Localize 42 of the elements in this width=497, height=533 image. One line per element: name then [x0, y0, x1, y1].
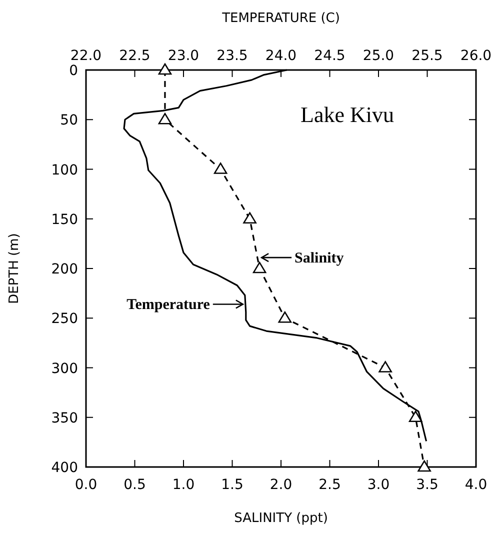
- point: [158, 63, 172, 75]
- x2-tick-label: 25.0: [362, 48, 394, 64]
- annotation: Salinity: [294, 250, 344, 267]
- y-tick-label: 50: [60, 112, 78, 129]
- x2-tick-label: 22.5: [119, 48, 150, 64]
- point: [418, 460, 431, 472]
- point: [252, 262, 266, 274]
- x2-tick-label: 24.0: [265, 48, 297, 64]
- x-tick-label: 4.0: [464, 477, 488, 493]
- x2-tick-label: 25.5: [412, 48, 443, 64]
- point: [214, 162, 228, 174]
- x-axis-title: SALINITY (ppt): [234, 511, 328, 526]
- x2-tick-label: 24.5: [314, 48, 346, 64]
- y-tick-label: 0: [69, 63, 78, 79]
- x-tick-label: 2.0: [270, 477, 292, 493]
- x-tick-label: 3.0: [367, 477, 390, 493]
- y-tick-label: 150: [51, 212, 78, 228]
- x-tick-label: 0.5: [124, 477, 146, 493]
- y-tick-label: 250: [51, 311, 78, 328]
- x2-tick-label: 26.0: [460, 48, 492, 64]
- y-tick-label: 350: [51, 410, 78, 426]
- y-tick-label: 400: [51, 460, 78, 476]
- point: [243, 212, 256, 224]
- x-tick-label: 0.0: [74, 477, 98, 493]
- point: [378, 361, 392, 372]
- x2-axis-title: TEMPERATURE (C): [221, 11, 340, 26]
- point: [278, 311, 292, 323]
- x-tick-label: 2.5: [318, 477, 341, 493]
- annotation: Temperature: [126, 297, 210, 314]
- x2-tick-label: 23.0: [168, 48, 200, 64]
- x-tick-label: 1.5: [221, 477, 244, 493]
- y-axis-title: DEPTH (m): [7, 233, 22, 304]
- point: [158, 112, 172, 124]
- x-tick-label: 1.0: [172, 477, 195, 493]
- point: [408, 410, 422, 422]
- annotation: Lake Kivu: [300, 102, 394, 127]
- x2-tick-label: 22.0: [70, 48, 102, 64]
- y-tick-label: 200: [51, 262, 78, 278]
- x2-tick-label: 23.5: [216, 48, 248, 64]
- x-tick-label: 3.5: [416, 477, 438, 493]
- y-tick-label: 100: [51, 162, 78, 178]
- y-tick-label: 300: [51, 360, 78, 377]
